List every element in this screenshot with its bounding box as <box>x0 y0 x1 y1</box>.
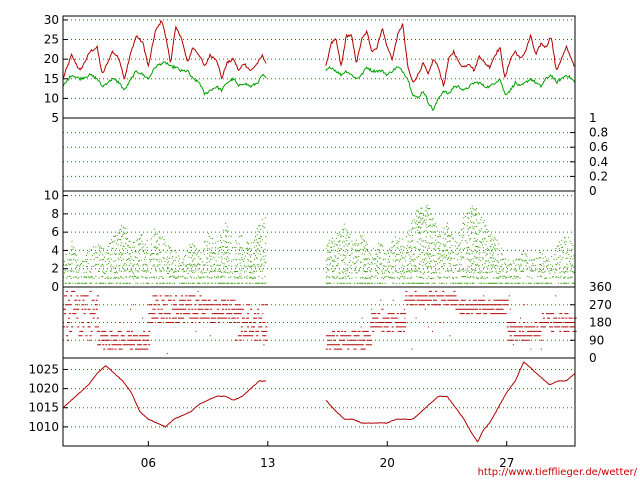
y-tick-label: 10 <box>44 189 59 203</box>
y-tick-label: 2 <box>51 262 59 276</box>
x-tick-label: 20 <box>380 456 395 470</box>
y-tick-label: 270 <box>589 298 612 312</box>
panel-2: 10.80.60.40.20 <box>62 111 608 198</box>
y-tick-label: 1020 <box>28 382 59 396</box>
y-tick-label: 0.8 <box>589 126 608 140</box>
y-tick-label: 10 <box>44 91 59 105</box>
series-line-1 <box>325 361 576 443</box>
y-tick-label: 1 <box>589 111 597 125</box>
y-tick-label: 180 <box>589 316 612 330</box>
y-tick-label: 30 <box>44 13 59 27</box>
panel-5: 1025 1020 1015 1010 06 13 20 27 <box>28 357 576 470</box>
y-tick-label: 6 <box>51 225 59 239</box>
wind-direction-points <box>63 286 577 359</box>
y-tick-label: 4 <box>51 243 59 257</box>
y-tick-label: 5 <box>51 111 59 125</box>
series-line-1 <box>62 20 267 80</box>
panel-border <box>62 357 576 447</box>
y-tick-label: 20 <box>44 52 59 66</box>
series-line-1 <box>325 23 576 88</box>
x-tick-label: 13 <box>260 456 275 470</box>
x-tick-label: 06 <box>141 456 156 470</box>
panel-border <box>62 117 576 192</box>
panel-1: 30 25 20 15 10 5 <box>44 13 576 125</box>
y-tick-label: 0.4 <box>589 155 608 169</box>
y-tick-label: 25 <box>44 33 59 47</box>
y-tick-label: 0.2 <box>589 169 608 183</box>
panel-4: 360 270 180 90 0 <box>62 280 612 365</box>
panel-3: 10 8 6 4 2 0 <box>44 189 576 294</box>
y-tick-label: 1025 <box>28 362 59 376</box>
x-tick-label: 27 <box>499 456 514 470</box>
series-line-2 <box>62 61 267 96</box>
y-tick-label: 360 <box>589 280 612 294</box>
y-tick-label: 1010 <box>28 420 59 434</box>
y-tick-label: 0 <box>51 280 59 294</box>
series-line-1 <box>62 365 267 428</box>
credit-link[interactable]: http://www.tiefflieger.de/wetter/ <box>478 467 638 478</box>
y-tick-label: 0 <box>589 351 597 365</box>
y-tick-label: 15 <box>44 72 59 86</box>
y-tick-label: 0 <box>589 184 597 198</box>
series-line-2 <box>325 66 576 112</box>
y-tick-label: 8 <box>51 207 59 221</box>
y-tick-label: 0.6 <box>589 140 608 154</box>
y-tick-label: 90 <box>589 333 604 347</box>
y-tick-label: 1015 <box>28 401 59 415</box>
panel-border <box>62 15 576 119</box>
wind-speed-points <box>63 205 576 284</box>
